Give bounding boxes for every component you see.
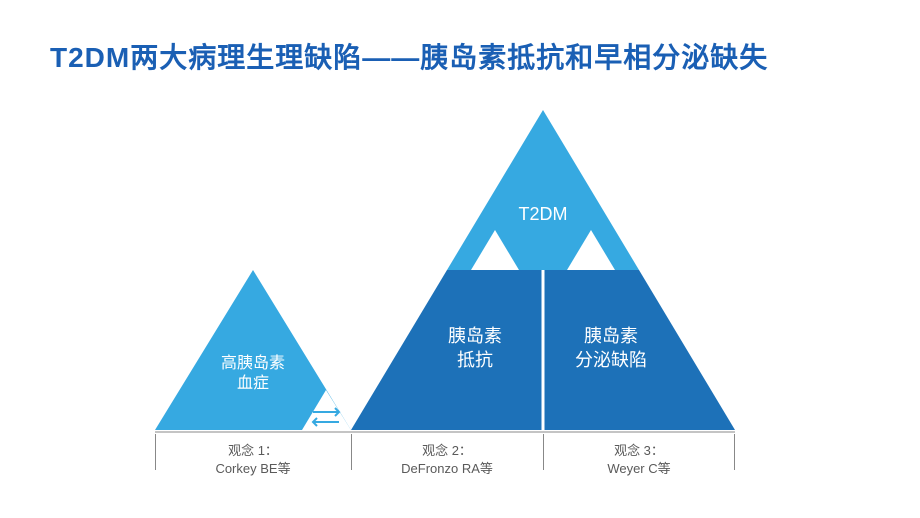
caption-3-l2: Weyer C等 <box>543 460 735 478</box>
left-block-l1: 胰岛素 <box>448 326 502 346</box>
pyramid-diagram: T2DM 胰岛素 抵抗 胰岛素 分泌缺陷 高胰岛素 血症 <box>155 110 735 430</box>
right-block-l2: 分泌缺陷 <box>575 350 647 370</box>
caption-2-l2: DeFronzo RA等 <box>351 460 543 478</box>
caption-2-l1: 观念 2： <box>351 442 543 460</box>
apex-label: T2DM <box>519 204 568 224</box>
left-block <box>351 270 543 430</box>
small-l2: 血症 <box>237 374 269 392</box>
small-l1: 高胰岛素 <box>221 354 285 372</box>
caption-1-l2: Corkey BE等 <box>155 460 351 478</box>
caption-2: 观念 2： DeFronzo RA等 <box>351 438 543 478</box>
caption-3-l1: 观念 3： <box>543 442 735 460</box>
right-block-l1: 胰岛素 <box>584 326 638 346</box>
left-block-l2: 抵抗 <box>457 350 493 370</box>
caption-3: 观念 3： Weyer C等 <box>543 438 735 478</box>
caption-1-l1: 观念 1： <box>155 442 351 460</box>
page-title: T2DM两大病理生理缺陷——胰岛素抵抗和早相分泌缺失 <box>50 36 870 76</box>
caption-row: 观念 1： Corkey BE等 观念 2： DeFronzo RA等 观念 3… <box>155 438 735 478</box>
apex-triangle <box>447 110 639 270</box>
caption-1: 观念 1： Corkey BE等 <box>155 438 351 478</box>
